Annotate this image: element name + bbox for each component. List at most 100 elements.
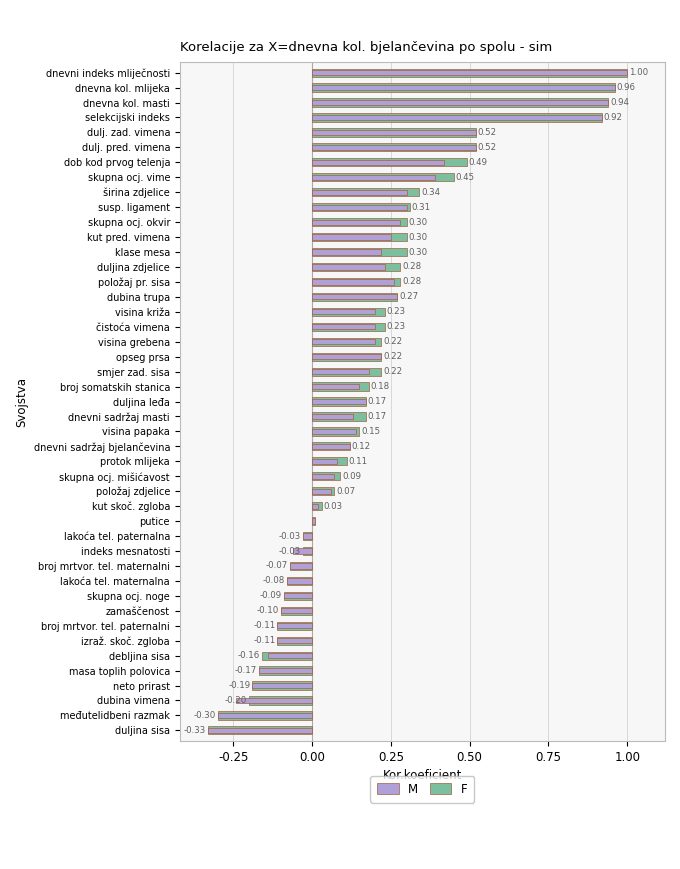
Bar: [281, 607, 312, 615]
Bar: [252, 681, 312, 690]
Bar: [312, 503, 318, 508]
Bar: [312, 69, 627, 76]
Text: -0.03: -0.03: [279, 547, 301, 555]
Text: 0.18: 0.18: [371, 382, 390, 391]
Bar: [312, 70, 627, 76]
Bar: [249, 696, 312, 705]
Bar: [312, 113, 602, 122]
Bar: [312, 262, 401, 271]
Text: -0.10: -0.10: [256, 607, 279, 615]
Bar: [312, 249, 381, 255]
Bar: [277, 621, 312, 630]
Bar: [312, 129, 476, 136]
Legend: M, F: M, F: [371, 776, 475, 803]
Text: 0.30: 0.30: [409, 233, 428, 242]
Bar: [208, 727, 312, 733]
Text: 0.07: 0.07: [336, 487, 355, 495]
Text: -0.03: -0.03: [279, 532, 301, 541]
Bar: [252, 683, 312, 688]
Bar: [312, 220, 401, 225]
Y-axis label: Svojstva: Svojstva: [15, 376, 28, 427]
Bar: [312, 369, 369, 375]
Bar: [312, 293, 397, 301]
Bar: [237, 698, 312, 703]
Text: -0.08: -0.08: [262, 576, 285, 586]
Bar: [312, 368, 381, 375]
Text: 0.94: 0.94: [610, 98, 629, 107]
Bar: [303, 547, 312, 555]
Bar: [312, 279, 394, 284]
Text: -0.11: -0.11: [254, 621, 275, 630]
Bar: [277, 638, 312, 643]
Bar: [312, 442, 350, 450]
Text: -0.11: -0.11: [254, 636, 275, 645]
Bar: [312, 338, 381, 346]
Bar: [312, 175, 435, 180]
Text: 0.22: 0.22: [384, 337, 403, 346]
Bar: [281, 608, 312, 614]
Text: 0.15: 0.15: [361, 427, 380, 436]
Bar: [312, 173, 454, 182]
Text: -0.07: -0.07: [266, 561, 288, 570]
Text: -0.19: -0.19: [228, 681, 250, 690]
Bar: [287, 577, 312, 585]
Bar: [284, 592, 312, 600]
Bar: [312, 145, 476, 150]
Text: 0.30: 0.30: [409, 248, 428, 256]
Text: 0.22: 0.22: [384, 367, 403, 376]
Bar: [312, 322, 385, 331]
Bar: [312, 295, 397, 300]
Bar: [312, 519, 316, 524]
Text: 0.52: 0.52: [478, 128, 497, 137]
Text: -0.17: -0.17: [235, 667, 256, 675]
Bar: [312, 309, 375, 315]
Text: 0.17: 0.17: [368, 412, 387, 421]
Bar: [287, 578, 312, 583]
Bar: [312, 488, 331, 494]
Text: Korelacije za X=dnevna kol. bjelančevina po spolu - sim: Korelacije za X=dnevna kol. bjelančevina…: [180, 41, 552, 54]
Bar: [312, 414, 353, 419]
Text: 0.23: 0.23: [386, 322, 405, 331]
Bar: [312, 204, 407, 209]
Bar: [312, 188, 420, 196]
X-axis label: Kor.koeficient: Kor.koeficient: [383, 769, 462, 782]
Bar: [312, 488, 334, 495]
Text: -0.16: -0.16: [237, 651, 260, 660]
Bar: [312, 278, 401, 286]
Bar: [312, 354, 381, 359]
Bar: [312, 264, 385, 269]
Bar: [293, 548, 312, 554]
Bar: [312, 129, 476, 135]
Bar: [268, 653, 312, 658]
Text: 0.96: 0.96: [617, 83, 636, 92]
Text: 0.12: 0.12: [352, 441, 371, 451]
Bar: [218, 712, 312, 720]
Bar: [290, 563, 312, 568]
Bar: [312, 474, 334, 479]
Text: 0.34: 0.34: [421, 188, 440, 196]
Bar: [312, 472, 341, 481]
Bar: [312, 233, 407, 242]
Bar: [303, 534, 312, 539]
Bar: [312, 248, 407, 256]
Text: 0.22: 0.22: [384, 352, 403, 362]
Text: 0.27: 0.27: [399, 292, 418, 302]
Bar: [312, 382, 369, 391]
Bar: [312, 143, 476, 151]
Bar: [312, 324, 375, 329]
Bar: [290, 562, 312, 570]
Text: 0.49: 0.49: [469, 158, 488, 167]
Text: 0.92: 0.92: [604, 113, 623, 122]
Bar: [312, 83, 615, 92]
Bar: [312, 100, 609, 105]
Bar: [284, 594, 312, 599]
Bar: [312, 459, 337, 464]
Bar: [312, 115, 602, 120]
Bar: [312, 397, 366, 406]
Text: -0.30: -0.30: [193, 711, 216, 720]
Bar: [312, 308, 385, 316]
Bar: [312, 457, 347, 466]
Bar: [312, 444, 350, 449]
Bar: [312, 160, 445, 165]
Text: 1.00: 1.00: [629, 68, 648, 77]
